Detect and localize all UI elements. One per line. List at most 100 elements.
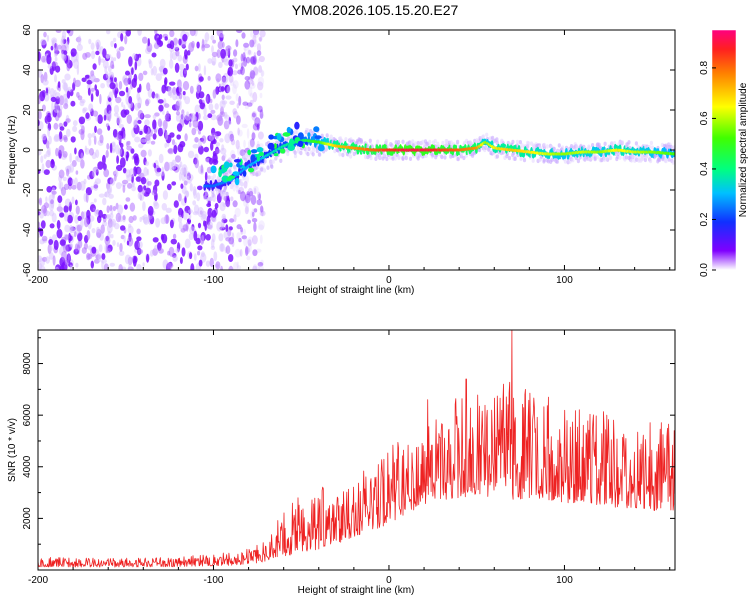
- spectrogram-noise-blob: [67, 177, 73, 187]
- spectrogram-noise-blob: [211, 61, 216, 66]
- spectrogram-noise-blob: [126, 240, 130, 246]
- spectrogram-noise-blob: [258, 55, 265, 63]
- spectrogram-halo-point: [394, 140, 398, 145]
- spectrogram-noise-blob: [47, 112, 51, 118]
- spectrogram-noise-blob: [241, 32, 246, 39]
- spectrogram-halo-point: [649, 158, 653, 164]
- spectrogram-halo-point: [518, 140, 523, 145]
- spectrogram-halo-point: [481, 134, 485, 139]
- spectrogram-noise-blob: [54, 74, 57, 83]
- spectrogram-halo-point: [664, 143, 668, 148]
- spectrogram-halo-point: [299, 150, 303, 156]
- spectrogram-noise-blob: [88, 38, 92, 45]
- spectrogram-noise-blob: [63, 121, 68, 127]
- spectrogram-noise-blob: [77, 215, 82, 221]
- spectrogram-noise-blob: [249, 39, 255, 48]
- spectrogram-noise-blob: [187, 150, 195, 159]
- spectrogram-noise-blob: [49, 88, 55, 98]
- spectrogram-ridge-blob: [229, 162, 233, 168]
- spectrogram-noise-blob: [234, 63, 238, 70]
- spectrogram-noise-blob: [203, 146, 209, 153]
- spectrogram-noise-blob: [249, 138, 255, 148]
- spectrogram-ridge-blob: [287, 144, 296, 152]
- spectrogram-noise-blob: [69, 243, 74, 248]
- snr-ylabel: SNR (10 * v/v): [7, 418, 18, 482]
- spectrogram-halo-point: [456, 156, 460, 162]
- colorbar-tick-label: 0.2: [699, 212, 710, 226]
- spectrogram-noise-blob: [91, 246, 97, 254]
- spectrogram-noise-blob: [209, 98, 213, 104]
- spectrogram-halo-point: [204, 191, 209, 197]
- spectrogram-halo-point: [378, 154, 382, 159]
- spectrogram-noise-blob: [242, 228, 246, 235]
- spectrogram-noise-blob: [196, 192, 201, 202]
- spectrogram-noise-blob: [70, 136, 76, 143]
- y-tick-label: -20: [22, 182, 33, 197]
- spectrogram-noise-blob: [177, 54, 183, 62]
- spectrogram-noise-blob: [123, 77, 130, 86]
- spectrogram-noise-blob: [197, 222, 202, 229]
- spectrogram-noise-blob: [181, 247, 186, 257]
- spectrogram-noise-blob: [189, 30, 196, 37]
- spectrogram-noise-blob: [225, 245, 231, 255]
- spectrogram-noise-blob: [259, 205, 264, 213]
- spectrogram-noise-blob: [45, 210, 51, 217]
- spectrogram-halo-point: [637, 157, 641, 162]
- spectrogram-halo-point: [307, 146, 311, 152]
- spectrogram-halo-point: [222, 191, 226, 197]
- spectrogram-halo-point: [640, 154, 645, 160]
- spectrogram-ridge-blob: [307, 132, 311, 138]
- y-tick-label: 2000: [22, 507, 33, 530]
- spectrogram-noise-blob: [116, 133, 120, 141]
- spectrogram-noise-blob: [134, 136, 141, 143]
- spectrogram-noise-blob: [120, 30, 127, 34]
- spectrogram-noise-blob: [188, 233, 194, 241]
- spectrogram-noise-blob: [237, 69, 243, 75]
- spectrogram-noise-blob: [115, 212, 122, 223]
- spectrogram-noise-blob: [137, 109, 144, 119]
- spectrogram-halo-point: [393, 156, 397, 161]
- spectrogram-noise-blob: [197, 63, 201, 72]
- spectrogram-noise-blob: [45, 256, 50, 264]
- spectrogram-noise-blob: [106, 205, 110, 213]
- snr-y-axis: 8000 6000 4000 2000: [22, 337, 675, 545]
- spectrogram-noise-blob: [154, 179, 160, 187]
- spectrogram-noise-blob: [73, 231, 77, 238]
- spectrogram-noise-blob: [223, 195, 228, 202]
- spectrogram-noise-blob: [211, 209, 217, 219]
- spectrogram-noise-blob: [194, 104, 200, 115]
- spectrogram-halo-point: [408, 156, 413, 161]
- spectrogram-noise-blob: [247, 139, 255, 149]
- spectrogram-noise-blob: [87, 87, 91, 96]
- x-tick-label: -200: [28, 575, 48, 586]
- spectrogram-noise-blob: [122, 167, 127, 174]
- spectrogram-halo-point: [386, 144, 390, 149]
- spectrogram-noise-blob: [93, 198, 97, 203]
- spectrogram-noise-blob: [90, 93, 94, 103]
- spectrogram-noise-blob: [205, 234, 211, 241]
- spectrogram-noise-blob: [74, 214, 79, 224]
- spectrogram-noise-blob: [210, 245, 216, 250]
- spectrogram-ridge-blob: [289, 138, 295, 146]
- spectrogram-noise-blob: [252, 249, 258, 257]
- spectrogram-noise-blob: [131, 185, 137, 192]
- spectrogram-noise-blob: [132, 215, 137, 221]
- spectrogram-noise-blob: [81, 247, 87, 254]
- spectrogram-noise-blob: [221, 100, 228, 105]
- spectrogram-halo-point: [650, 145, 655, 150]
- spectrogram-noise-blob: [58, 180, 62, 190]
- spectrogram-noise-blob: [103, 114, 107, 121]
- spectrogram-noise-blob: [131, 67, 134, 75]
- spectrogram-noise-blob: [259, 92, 263, 99]
- spectrogram-halo-point: [669, 144, 673, 150]
- spectrogram-noise-blob: [43, 169, 50, 176]
- spectrogram-noise-blob: [69, 264, 73, 270]
- spectrogram-halo-point: [260, 167, 264, 172]
- spectrogram-noise-blob: [102, 154, 106, 165]
- spectrogram-noise-blob: [236, 103, 240, 109]
- spectrogram-noise-blob: [86, 79, 93, 85]
- spectrogram-noise-blob: [238, 62, 244, 68]
- spectrogram-noise-blob: [248, 86, 253, 97]
- spectrogram-noise-blob: [208, 103, 214, 111]
- spectrogram-noise-blob: [64, 73, 71, 81]
